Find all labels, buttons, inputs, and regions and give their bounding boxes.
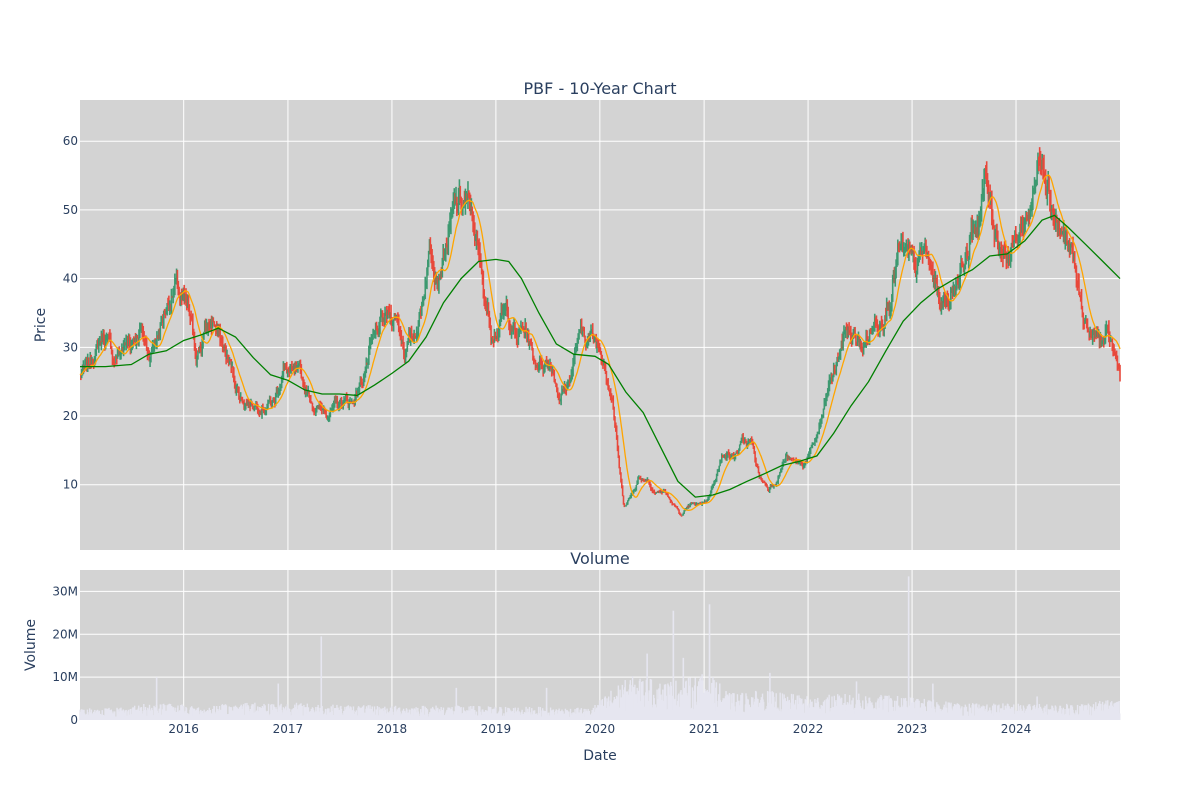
- volume-y-tick-1: 10M: [52, 670, 78, 684]
- volume-y-tick-3: 30M: [52, 584, 78, 598]
- x-tick-2024: 2024: [1001, 722, 1032, 736]
- x-tick-2023: 2023: [897, 722, 928, 736]
- x-axis-title: Date: [583, 748, 616, 764]
- ma-long-line: [80, 214, 1121, 498]
- x-tick-2016: 2016: [168, 722, 199, 736]
- x-tick-2022: 2022: [793, 722, 824, 736]
- price-y-tick-30: 30: [63, 340, 78, 354]
- x-tick-2021: 2021: [689, 722, 720, 736]
- x-tick-2020: 2020: [585, 722, 616, 736]
- x-tick-2019: 2019: [481, 722, 512, 736]
- volume-y-tick-2: 20M: [52, 627, 78, 641]
- ma-short-line: [79, 174, 1121, 511]
- volume-x-ticks: 2016 2017 2018 2019 2020 2021 2022 2023 2024: [168, 722, 1031, 736]
- price-y-tick-50: 50: [63, 203, 78, 217]
- price-y-ticks: 10 20 30 40 50 60: [63, 134, 78, 492]
- volume-bars: [79, 576, 1121, 720]
- volume-y-tick-0: 0: [70, 713, 78, 727]
- volume-chart-title: Volume: [570, 549, 630, 568]
- price-y-tick-40: 40: [63, 272, 78, 286]
- price-y-tick-60: 60: [63, 134, 78, 148]
- x-tick-2017: 2017: [273, 722, 304, 736]
- price-y-axis-title: Price: [33, 308, 49, 342]
- x-tick-2018: 2018: [377, 722, 408, 736]
- price-y-tick-10: 10: [63, 478, 78, 492]
- price-y-tick-20: 20: [63, 409, 78, 423]
- volume-y-axis-title: Volume: [23, 619, 39, 671]
- volume-grid: [80, 570, 1120, 720]
- volume-y-ticks: 0 10M 20M 30M: [52, 584, 78, 727]
- price-chart-title: PBF - 10-Year Chart: [524, 79, 677, 98]
